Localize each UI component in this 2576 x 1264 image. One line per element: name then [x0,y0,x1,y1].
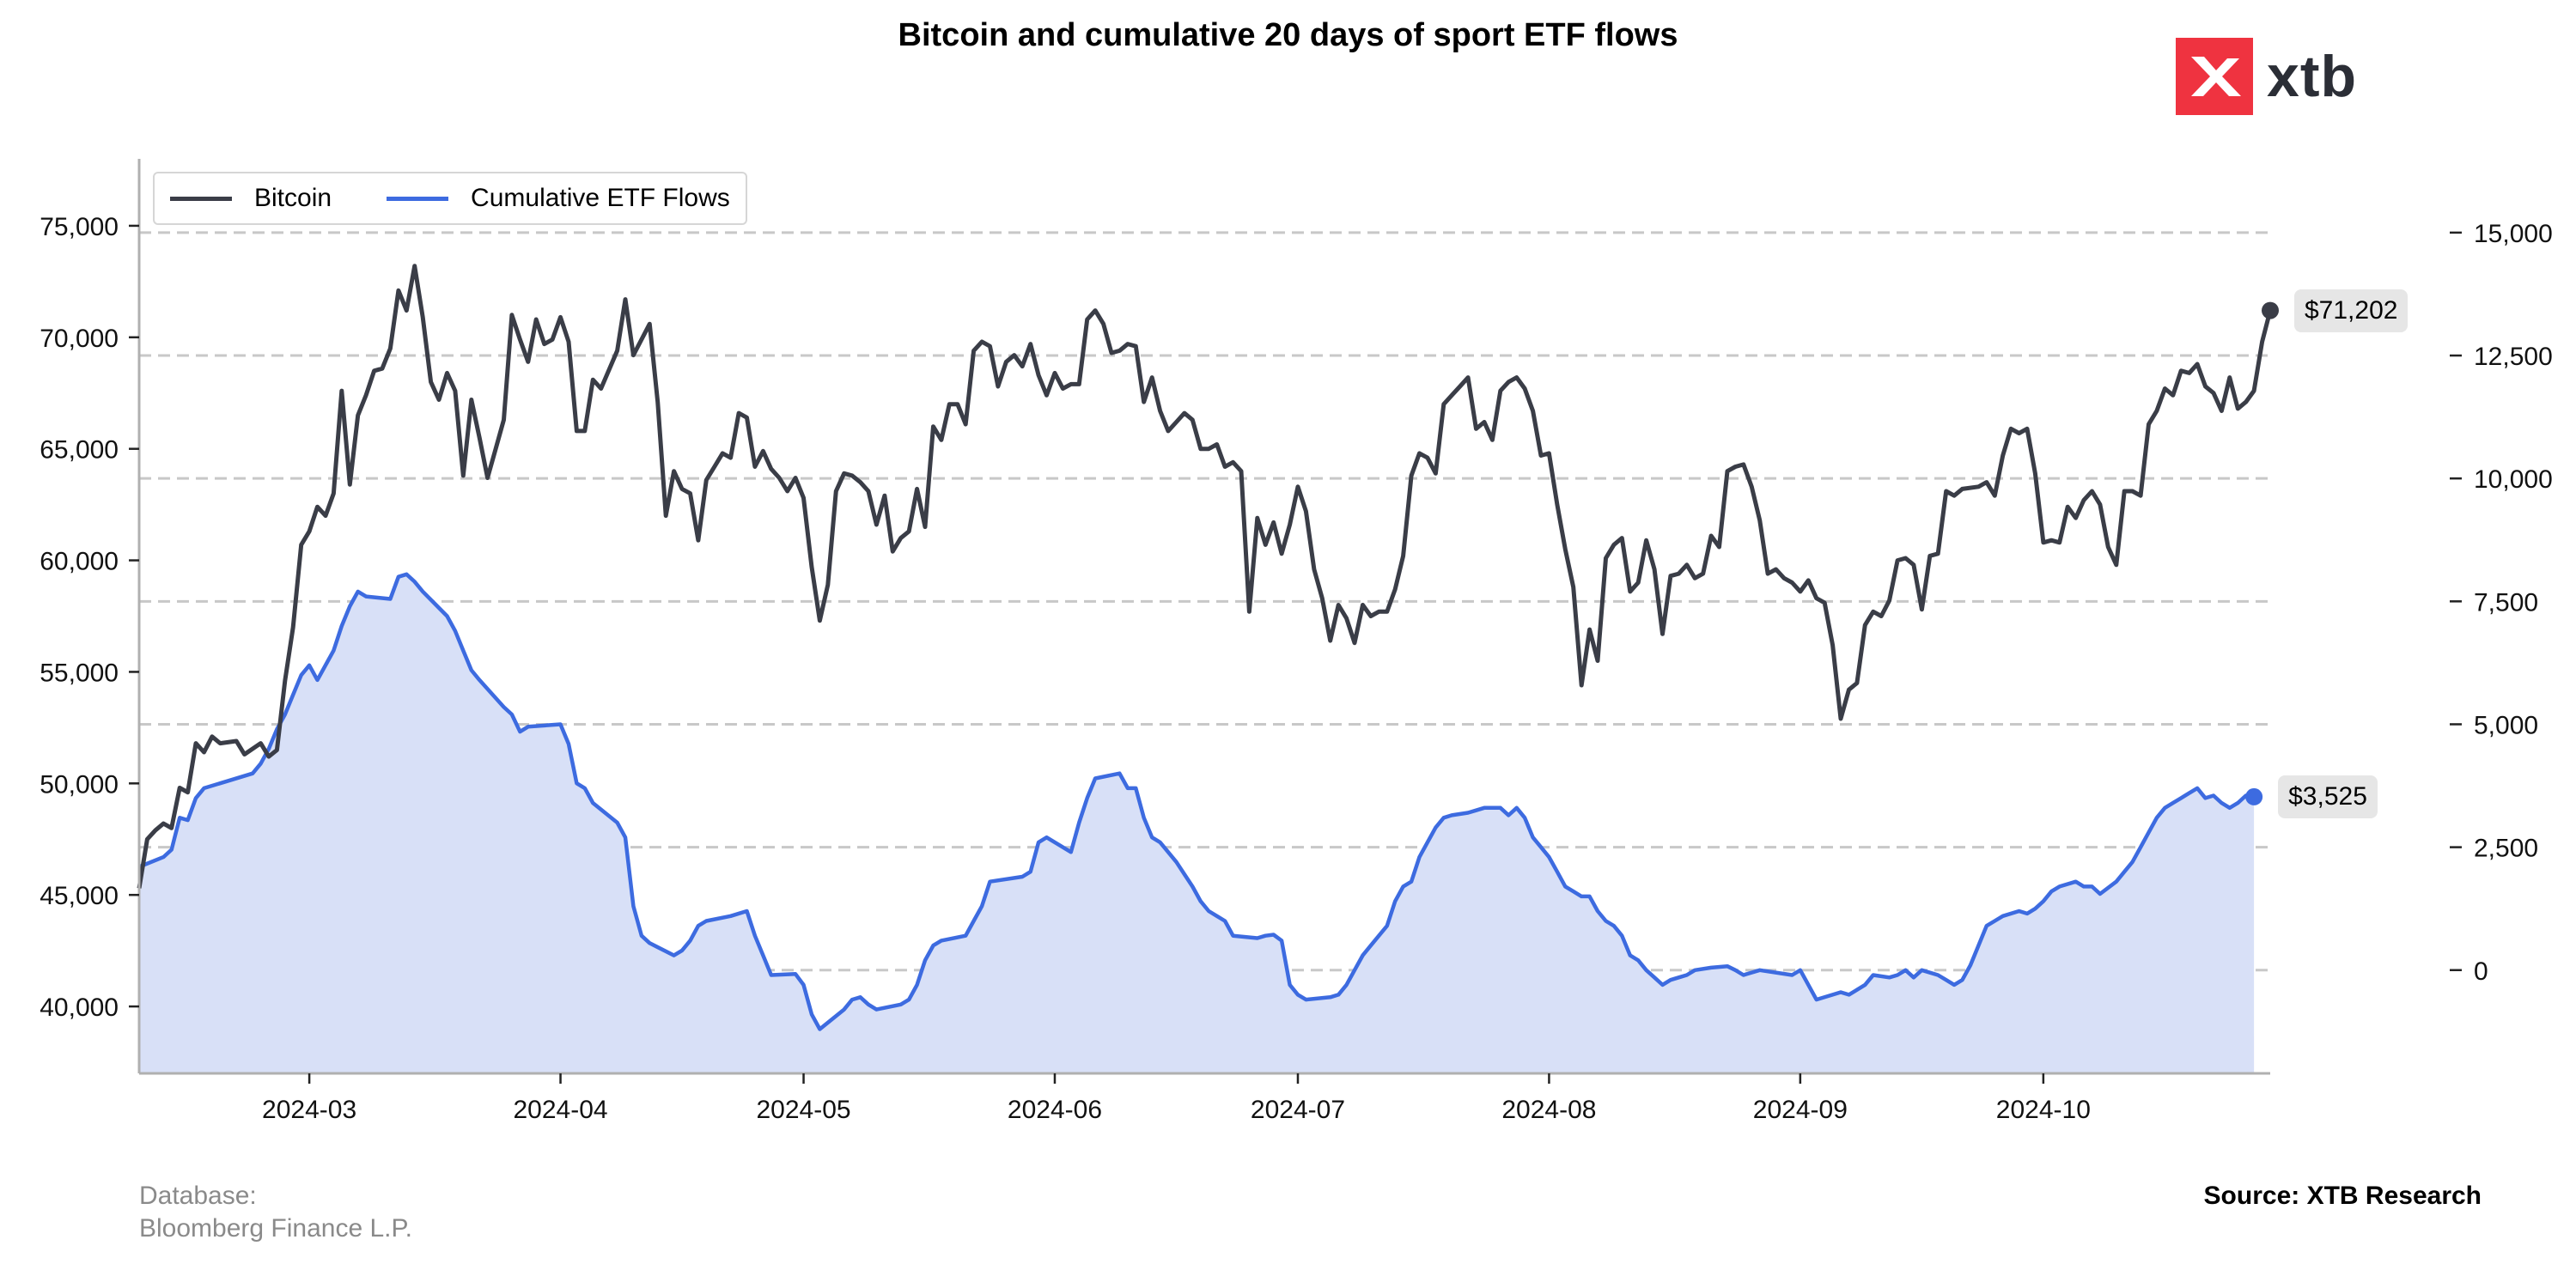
right-axis-tick-label: 0 [2474,957,2488,986]
x-axis-tick-label: 2024-04 [513,1096,607,1124]
legend-item-bitcoin: Bitcoin [170,184,332,213]
left-axis-tick-label: 65,000 [40,436,119,465]
left-axis-tick-label: 50,000 [40,770,119,799]
legend-swatch-bitcoin [170,196,232,201]
etf-last-value-label: $3,525 [2278,775,2378,818]
x-axis-tick-label: 2024-07 [1251,1096,1345,1124]
xtb-logo-icon [2176,38,2253,115]
database-label: Database: [139,1182,257,1210]
left-axis-tick-label: 75,000 [40,213,119,241]
legend-label-etf-flows: Cumulative ETF Flows [471,184,730,212]
xtb-logo: xtb [2176,38,2357,115]
bitcoin-line [137,264,2273,889]
logo-text: xtb [2267,44,2357,109]
legend-label-bitcoin: Bitcoin [254,184,332,212]
left-axis-tick-label: 55,000 [40,659,119,687]
etf-flows-line [138,572,2255,1031]
left-axis-tick-label: 40,000 [40,994,119,1022]
right-axis-tick-label: 7,500 [2474,588,2538,617]
right-axis-tick-label: 10,000 [2474,465,2553,494]
bitcoin-last-point [2262,301,2279,319]
right-axis-tick-label: 15,000 [2474,220,2553,248]
etf-flows-area [139,574,2255,1073]
legend-swatch-etf-flows [387,196,449,201]
x-axis-tick-label: 2024-05 [756,1096,850,1124]
x-axis-tick-label: 2024-06 [1008,1096,1102,1124]
database-value: Bloomberg Finance L.P. [139,1214,412,1243]
left-axis-tick-label: 70,000 [40,325,119,353]
x-axis-tick-label: 2024-10 [1996,1096,2091,1124]
bitcoin-last-value-label: $71,202 [2294,289,2409,332]
x-axis-tick-label: 2024-08 [1501,1096,1596,1124]
x-axis-tick-label: 2024-03 [262,1096,356,1124]
right-axis-tick-label: 12,500 [2474,343,2553,371]
legend: Bitcoin Cumulative ETF Flows [153,172,747,225]
right-axis-tick-label: 2,500 [2474,835,2538,863]
database-note: Database: Bloomberg Finance L.P. [139,1180,412,1245]
left-axis-tick-label: 60,000 [40,548,119,576]
source-note: Source: XTB Research [2203,1182,2482,1210]
x-axis-tick-label: 2024-09 [1753,1096,1848,1124]
legend-item-etf-flows: Cumulative ETF Flows [387,184,730,213]
chart-title: Bitcoin and cumulative 20 days of sport … [898,17,1678,53]
right-axis-tick-label: 5,000 [2474,711,2538,739]
left-axis-tick-label: 45,000 [40,882,119,910]
etf-last-point [2245,787,2263,805]
